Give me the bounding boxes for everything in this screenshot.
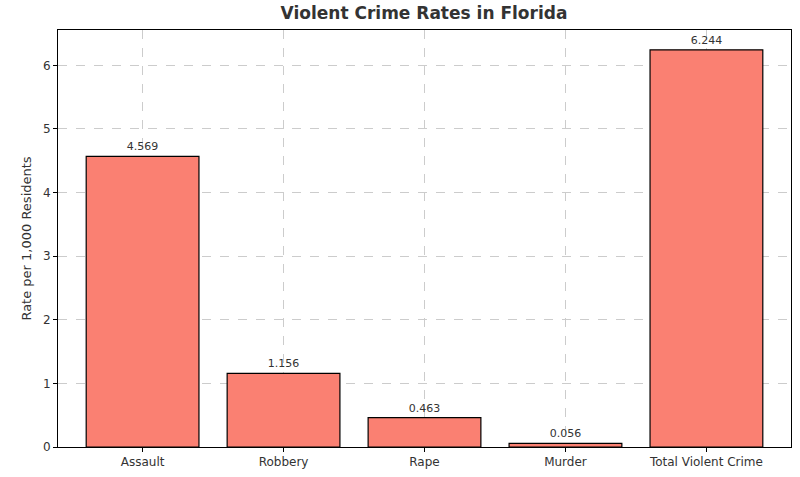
svg-text:5: 5 [43,122,51,136]
svg-text:Assault: Assault [121,455,165,469]
svg-text:Total Violent Crime: Total Violent Crime [649,455,763,469]
svg-text:6: 6 [43,59,51,73]
svg-text:0.056: 0.056 [550,427,582,440]
svg-text:1.156: 1.156 [268,357,300,370]
svg-text:6.244: 6.244 [691,34,723,47]
svg-text:0.463: 0.463 [409,402,441,415]
svg-text:Violent Crime Rates in Florida: Violent Crime Rates in Florida [281,3,568,23]
svg-text:0: 0 [43,440,51,454]
svg-text:Rape: Rape [409,455,439,469]
svg-text:4: 4 [43,186,51,200]
svg-text:1: 1 [43,377,51,391]
svg-text:4.569: 4.569 [127,140,159,153]
svg-text:2: 2 [43,313,51,327]
svg-text:Rate per 1,000 Residents: Rate per 1,000 Residents [19,156,34,320]
svg-text:3: 3 [43,249,51,263]
svg-text:Robbery: Robbery [259,455,309,469]
svg-text:Murder: Murder [544,455,587,469]
